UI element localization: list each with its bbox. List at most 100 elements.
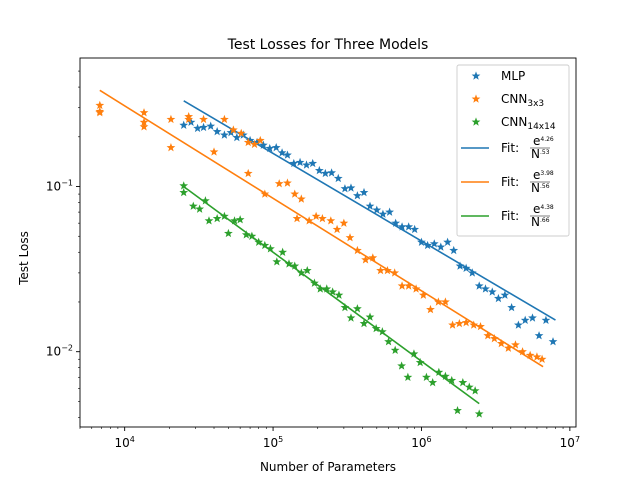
series-0-point-36	[410, 224, 420, 234]
series-0-point-20	[308, 158, 318, 168]
chart-title: Test Losses for Three Models	[227, 37, 429, 53]
series-1-point-16	[250, 139, 259, 149]
series-1-point-51	[490, 334, 499, 343]
series-2-point-20	[296, 268, 306, 277]
series-1-point-37	[390, 268, 400, 277]
series-2-point-4	[201, 196, 210, 205]
series-1-point-42	[426, 304, 435, 314]
series-1-point-15	[243, 137, 253, 147]
series-2-point-18	[284, 259, 294, 268]
series-0-point-29	[365, 201, 375, 210]
series-1-point-26	[311, 211, 321, 221]
series-1-point-13	[228, 125, 238, 134]
legend-label-1: CNN3x3	[501, 92, 544, 109]
series-2-point-25	[328, 287, 338, 296]
series-1-point-55	[518, 347, 527, 356]
series-1-point-53	[503, 343, 513, 352]
y-axis-title: Test Loss	[17, 231, 31, 286]
series-0-point-6	[220, 130, 229, 139]
series-0-point-55	[534, 331, 544, 340]
series-2-point-46	[458, 378, 468, 387]
series-1-point-29	[332, 224, 342, 234]
legend-fit-label-1: Fit:	[501, 175, 519, 189]
series-2-point-2	[188, 201, 198, 210]
series-2-point-26	[334, 290, 344, 299]
series-1-point-47	[461, 318, 471, 327]
series-1-point-49	[476, 321, 485, 331]
series-0-point-18	[295, 157, 305, 167]
series-0-point-37	[417, 237, 426, 246]
series-1-point-38	[397, 281, 407, 290]
series-0-point-7	[226, 128, 236, 137]
series-1-point-14	[236, 128, 246, 138]
series-0-point-16	[283, 150, 292, 159]
series-0-point-32	[385, 207, 394, 216]
series-2-point-16	[272, 257, 282, 266]
fit-line-0	[183, 100, 556, 321]
x-axis-title: Number of Parameters	[260, 460, 396, 474]
series-0-point-24	[333, 173, 343, 183]
x-tick-label-2: 106	[411, 435, 431, 450]
series-0-point-34	[397, 222, 407, 231]
fit-numerator-2: e4.38	[533, 202, 554, 216]
series-1-point-12	[220, 114, 229, 124]
series-1-point-24	[292, 213, 302, 223]
series-0-point-22	[320, 168, 330, 178]
series-0-point-54	[528, 313, 537, 322]
series-0-point-26	[346, 183, 356, 192]
series-2-point-15	[266, 244, 275, 253]
series-1-point-0	[95, 100, 105, 110]
series-0-point-31	[378, 209, 388, 218]
y-tick-label-1: 10−1	[46, 179, 73, 194]
series-2-point-27	[340, 302, 350, 312]
series-2-point-41	[428, 378, 438, 387]
series-2-point-22	[310, 278, 319, 287]
series-2-point-24	[322, 284, 332, 293]
series-0-point-27	[353, 191, 362, 200]
series-0-point-56	[541, 315, 551, 324]
series-0-point-13	[265, 143, 275, 153]
series-0-point-48	[487, 287, 497, 296]
legend-label-0: MLP	[501, 69, 525, 83]
legend-marker-1	[471, 94, 481, 103]
series-1-point-54	[511, 340, 520, 349]
series-2-point-39	[415, 357, 425, 367]
series-1-point-33	[361, 255, 370, 264]
series-0-point-12	[258, 140, 268, 149]
fit-numerator-0: e4.26	[533, 134, 554, 148]
series-2-point-23	[315, 284, 325, 293]
x-tick-label-0: 104	[114, 435, 134, 450]
series-1-point-11	[209, 147, 219, 156]
series-1-point-2	[95, 108, 105, 117]
series-1-point-39	[404, 281, 414, 290]
legend-label-2: CNN14x14	[501, 115, 556, 132]
series-1-point-43	[434, 297, 443, 306]
series-1-point-17	[255, 135, 265, 145]
series-0-point-0	[179, 120, 189, 129]
series-2-point-47	[464, 382, 474, 391]
series-1-point-25	[304, 216, 314, 225]
series-0-point-2	[193, 123, 202, 133]
legend-marker-0	[471, 71, 481, 80]
series-2-point-12	[247, 231, 257, 240]
series-1-point-50	[483, 331, 493, 340]
x-tick-label-1: 105	[263, 435, 283, 450]
series-1-point-4	[139, 117, 149, 126]
series-0-point-11	[252, 137, 262, 147]
legend-fit-label-0: Fit:	[501, 141, 519, 155]
series-2-point-43	[441, 371, 450, 380]
series-1-point-56	[525, 350, 535, 360]
series-1-point-36	[383, 265, 392, 275]
fit-denominator-2: N.66	[531, 215, 550, 229]
series-1-point-22	[290, 189, 300, 198]
series-2-point-6	[212, 213, 222, 223]
series-0-point-38	[423, 240, 432, 250]
series-1-point-20	[274, 179, 284, 188]
series-0-point-51	[507, 302, 516, 312]
series-1-point-6	[166, 114, 176, 124]
series-1-point-40	[411, 284, 421, 293]
series-2-point-30	[359, 318, 369, 328]
series-1-point-41	[418, 290, 428, 299]
axes-layer: 104 105 106 107 10−2 10−1	[46, 57, 580, 450]
series-1-point-28	[326, 216, 336, 225]
